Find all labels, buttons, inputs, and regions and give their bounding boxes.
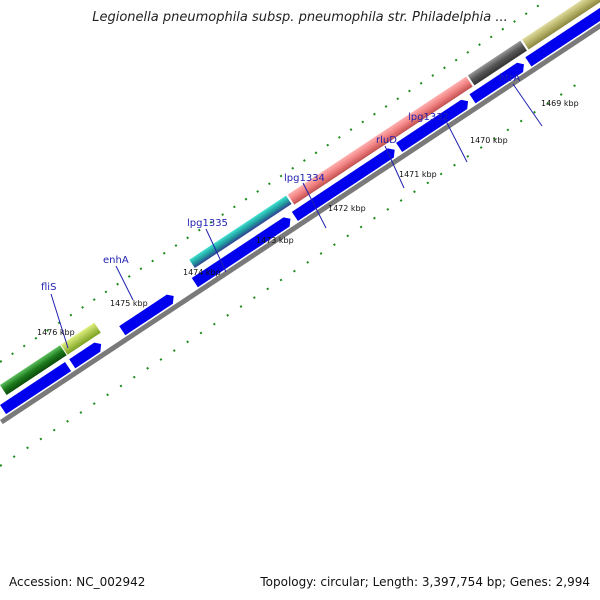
enhA-leader xyxy=(115,265,134,301)
lpg1335-leader xyxy=(205,228,227,273)
lpg1335-feature xyxy=(189,195,292,269)
gene-label-lpg1335: lpg1335 xyxy=(187,218,228,229)
tick-label: 1474 kbp xyxy=(183,268,221,277)
cds-arrow xyxy=(396,99,469,153)
cds-track xyxy=(0,0,600,415)
lpg1334-leader xyxy=(302,182,327,229)
leader-lines xyxy=(50,83,543,349)
lpg1334-feature xyxy=(287,127,397,205)
tick-label: 1469 kbp xyxy=(541,99,579,108)
lpg1332-leader xyxy=(445,120,468,163)
tick-label: 1476 kbp xyxy=(37,328,75,337)
cds-arrow xyxy=(469,62,524,104)
outer-tick-ring xyxy=(0,0,600,363)
tick-label: 1475 kbp xyxy=(110,299,148,308)
lpg1332-feature xyxy=(467,40,527,86)
fliS-feature-alt xyxy=(60,322,101,355)
rluD-feature xyxy=(389,76,473,138)
gene-label-enhA: enhA xyxy=(103,255,129,266)
backbone xyxy=(0,11,600,425)
gene-label-htrA: htrA xyxy=(499,73,520,84)
cds-arrow xyxy=(191,217,291,288)
map-title: Legionella pneumophila subsp. pneumophil… xyxy=(92,10,508,25)
gene-label-lpg1332: lpg1332 xyxy=(408,112,449,123)
cds-arrow xyxy=(0,361,72,415)
gene-label-fliS: fliS xyxy=(41,282,56,293)
cds-arrow xyxy=(291,148,395,221)
genome-summary: Topology: circular; Length: 3,397,754 bp… xyxy=(260,575,590,589)
fliS-feature xyxy=(0,345,67,396)
accession-label: Accession: NC_002942 xyxy=(9,575,146,589)
cds-arrow xyxy=(119,294,174,336)
htrA-feature xyxy=(522,0,600,50)
cds-arrow xyxy=(69,342,102,369)
tick-label: 1470 kbp xyxy=(470,136,508,145)
gene-feature-track xyxy=(0,0,600,396)
fliS-leader xyxy=(50,293,69,349)
tick-label: 1472 kbp xyxy=(328,204,366,213)
cds-arrow xyxy=(525,0,600,67)
tick-label: 1471 kbp xyxy=(399,170,437,179)
gene-label-lpg1334: lpg1334 xyxy=(284,173,325,184)
htrA-leader xyxy=(512,83,543,127)
gene-label-rluD: rluD xyxy=(376,135,397,146)
rluD-leader xyxy=(384,145,405,189)
tick-label: 1473 kbp xyxy=(256,236,294,245)
